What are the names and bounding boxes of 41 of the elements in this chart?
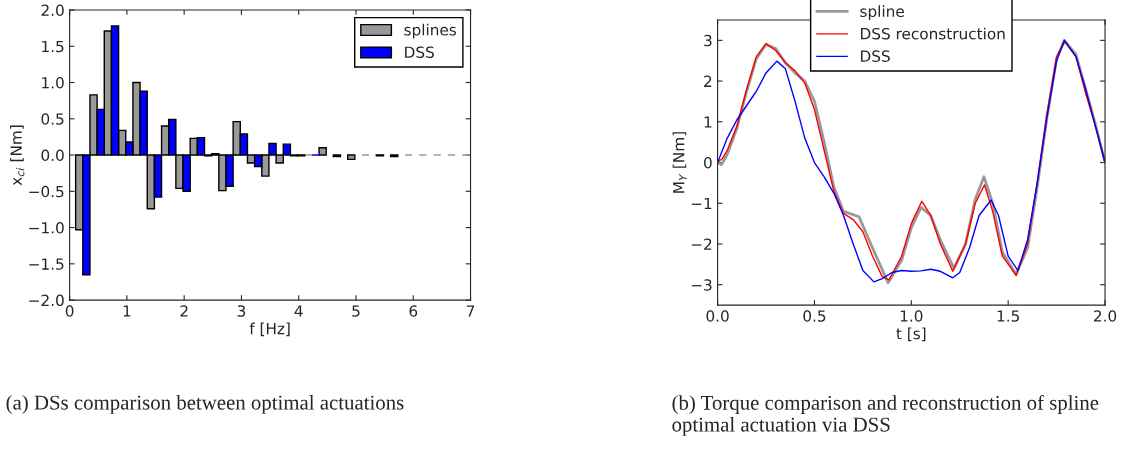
x-tick-label: 7 bbox=[466, 305, 475, 317]
y-tick-label: −1 bbox=[691, 197, 712, 210]
y-tick-label: 0.0 bbox=[41, 149, 64, 162]
x-tick-label: 1.0 bbox=[900, 310, 923, 322]
y-tick-label: −1.0 bbox=[29, 222, 64, 234]
y-tick-label: 2.0 bbox=[41, 4, 64, 17]
legend-label: DSS bbox=[861, 50, 890, 62]
y-tick-label: 1.5 bbox=[42, 40, 64, 53]
y-tick-label: 0.5 bbox=[41, 113, 64, 125]
legend-label: spline bbox=[860, 5, 904, 20]
text: (b) Torque comparison and reconstruction of spline optimal actuation via DSS bbox=[672, 394, 1099, 436]
x-axis-title: t [s] bbox=[896, 327, 926, 342]
y-axis-title: M$_{Y}$ [Nm] bbox=[672, 132, 687, 193]
x-tick-label: 0 bbox=[65, 305, 74, 317]
x-axis-title: f [Hz] bbox=[249, 322, 290, 337]
y-tick-label: −2.0 bbox=[29, 294, 64, 307]
x-tick-label: 1.5 bbox=[997, 310, 1019, 322]
x-tick-label: 2.0 bbox=[1094, 310, 1117, 322]
bar bbox=[318, 147, 327, 156]
y-tick-label: 1.0 bbox=[42, 76, 64, 89]
x-tick-label: 6 bbox=[409, 305, 418, 317]
y-tick-label: 1 bbox=[704, 116, 712, 128]
x-tick-label: 5 bbox=[352, 305, 360, 317]
x-tick-label: 2 bbox=[180, 305, 188, 317]
legend-label: DSS bbox=[405, 46, 434, 58]
x-tick-label: 1 bbox=[123, 305, 131, 317]
y-tick-label: 2 bbox=[704, 75, 712, 87]
y-tick-label: −3 bbox=[691, 279, 712, 291]
x-tick-label: 4 bbox=[294, 305, 303, 317]
y-tick-label: −2 bbox=[691, 238, 712, 250]
y-tick-label: 0 bbox=[704, 157, 712, 169]
x-tick-label: 0.5 bbox=[803, 310, 826, 322]
x-tick-label: 3 bbox=[237, 305, 246, 317]
legend-label: DSS reconstruction bbox=[861, 27, 1005, 40]
y-tick-label: −0.5 bbox=[29, 185, 64, 198]
legend-label: splines bbox=[404, 23, 457, 39]
y-tick-label: −1.5 bbox=[29, 258, 64, 270]
y-axis-title: x$_{ci}$ [Nm] bbox=[10, 125, 25, 186]
bar bbox=[346, 154, 356, 161]
y-tick-label: 3 bbox=[704, 34, 712, 47]
text: (a) DSs comparison between optimal actuations bbox=[6, 394, 404, 414]
